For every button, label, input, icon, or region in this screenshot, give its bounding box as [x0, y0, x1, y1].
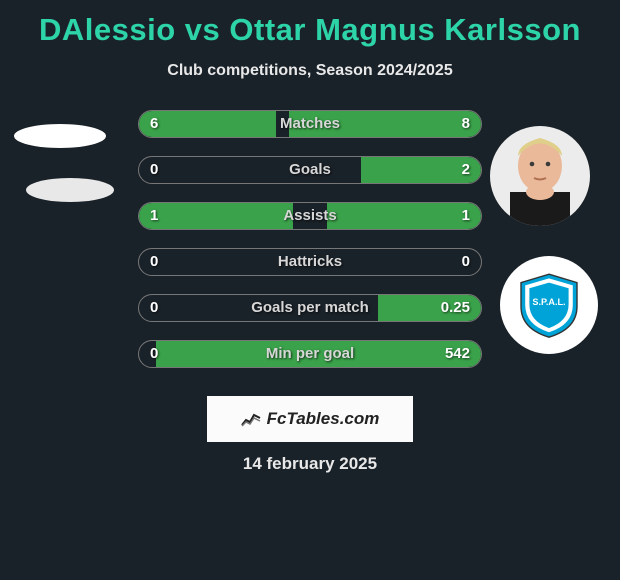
page-title: DAlessio vs Ottar Magnus Karlsson: [0, 0, 620, 48]
stat-value-left: 6: [150, 110, 158, 138]
stat-value-left: 0: [150, 340, 158, 368]
stat-bar-left: [139, 203, 293, 229]
brand-icon: [241, 411, 261, 427]
stat-value-right: 542: [445, 340, 470, 368]
stat-value-right: 8: [462, 110, 470, 138]
stat-value-right: 1: [462, 202, 470, 230]
stat-value-left: 0: [150, 294, 158, 322]
stat-row: 0542Min per goal: [0, 340, 620, 370]
stat-value-right: 0.25: [441, 294, 470, 322]
stat-row: 68Matches: [0, 110, 620, 140]
comparison-card: DAlessio vs Ottar Magnus Karlsson Club c…: [0, 0, 620, 580]
stats-list: 68Matches02Goals11Assists00Hattricks00.2…: [0, 110, 620, 386]
stat-row: 11Assists: [0, 202, 620, 232]
stat-bar-left: [139, 111, 276, 137]
stat-row: 00.25Goals per match: [0, 294, 620, 324]
stat-value-left: 0: [150, 156, 158, 184]
stat-bar-track: [138, 248, 482, 276]
stat-bar-track: [138, 294, 482, 322]
stat-value-left: 0: [150, 248, 158, 276]
brand-text: FcTables.com: [267, 409, 380, 429]
stat-row: 00Hattricks: [0, 248, 620, 278]
date-label: 14 february 2025: [0, 454, 620, 474]
stat-bar-track: [138, 110, 482, 138]
stat-row: 02Goals: [0, 156, 620, 186]
stat-bar-right: [289, 111, 481, 137]
stat-bar-track: [138, 156, 482, 184]
stat-bar-track: [138, 340, 482, 368]
stat-value-right: 0: [462, 248, 470, 276]
stat-value-left: 1: [150, 202, 158, 230]
stat-value-right: 2: [462, 156, 470, 184]
brand-badge: FcTables.com: [207, 396, 413, 442]
stat-bar-right: [156, 341, 481, 367]
stat-bar-track: [138, 202, 482, 230]
page-subtitle: Club competitions, Season 2024/2025: [0, 62, 620, 80]
stat-bar-right: [327, 203, 481, 229]
